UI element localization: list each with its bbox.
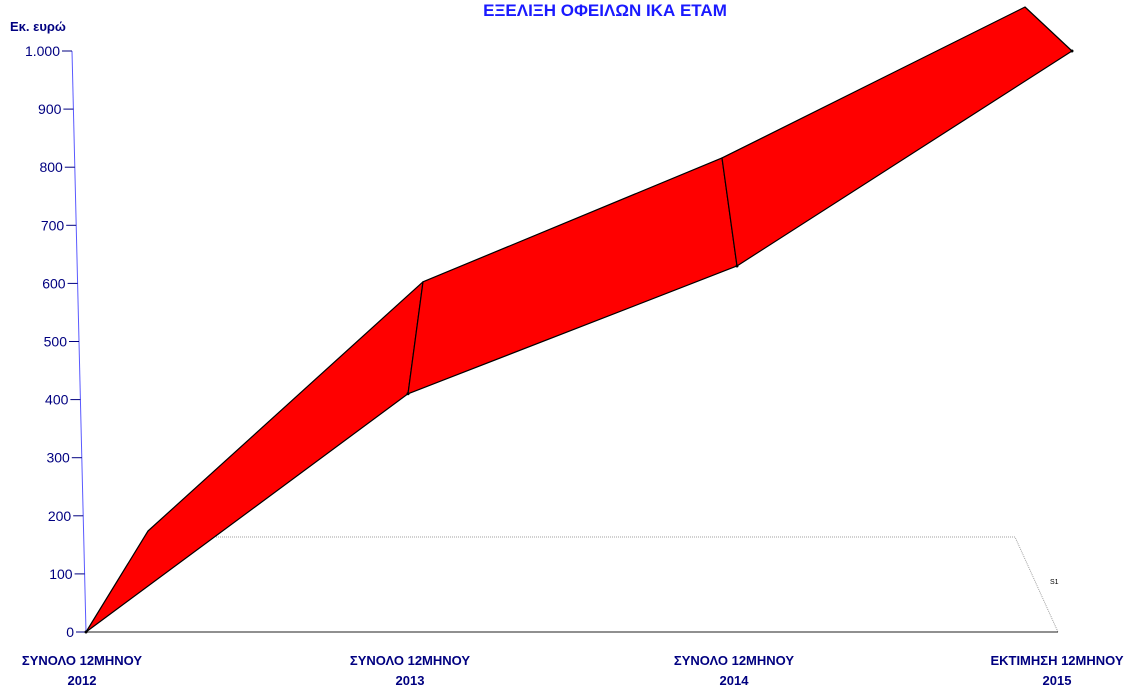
series-ribbon-segment <box>85 281 424 633</box>
y-tick-label: 700 <box>41 217 65 233</box>
x-tick-label: ΣΥΝΟΛΟ 12ΜΗΝΟΥ 2013 <box>350 653 470 686</box>
y-tick-label: 500 <box>44 334 68 350</box>
series-ribbon-segment <box>407 157 738 395</box>
y-tick-label: 200 <box>48 508 72 524</box>
y-tick-label: 300 <box>46 450 70 466</box>
chart-title: ΕΞΕΛΙΞΗ ΟΦΕΙΛΩΝ ΙΚΑ ΕΤΑΜ <box>483 1 727 20</box>
y-tick-label: 600 <box>42 275 66 291</box>
data-point <box>1070 49 1074 53</box>
x-tick-label: ΣΥΝΟΛΟ 12ΜΗΝΟΥ 2014 <box>674 653 794 686</box>
y-axis-label: Εκ. ευρώ <box>10 19 66 34</box>
y-tick-label: 800 <box>39 159 63 175</box>
y-tick-label: 900 <box>38 101 62 117</box>
floor-back-edge <box>148 536 1059 633</box>
data-point <box>735 264 739 268</box>
series-name-label: S1 <box>1050 579 1059 586</box>
x-tick-label: ΕΚΤΙΜΗΣΗ 12ΜΗΝΟΥ 2015 <box>990 653 1123 686</box>
data-point <box>84 630 88 634</box>
series-ribbon-segment <box>721 6 1073 267</box>
y-tick-label: 1.000 <box>25 43 60 59</box>
y-tick-label: 100 <box>49 566 73 582</box>
x-tick-label: ΣΥΝΟΛΟ 12ΜΗΝΟΥ 2012 <box>22 653 142 686</box>
data-point <box>406 392 410 396</box>
y-tick-label: 0 <box>66 624 74 640</box>
y-tick-label: 400 <box>45 392 69 408</box>
